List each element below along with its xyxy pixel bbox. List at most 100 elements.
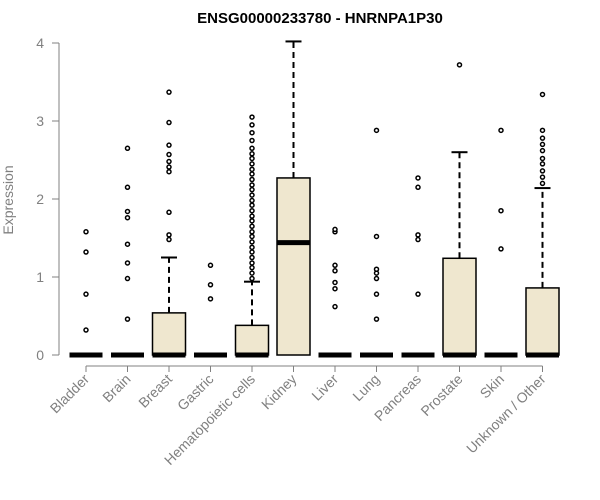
outlier-point <box>124 184 131 191</box>
outlier-point <box>415 184 421 191</box>
y-tick-label: 1 <box>36 269 44 285</box>
outlier-point <box>249 275 255 282</box>
x-tick-label: Prostate <box>417 371 465 419</box>
outlier-point <box>124 241 131 247</box>
outlier-point <box>498 207 504 214</box>
outlier-point <box>249 244 255 251</box>
outlier-point <box>373 127 380 134</box>
outlier-point <box>539 147 546 154</box>
outlier-point <box>166 119 172 126</box>
outlier-point <box>415 291 421 297</box>
boxes-group <box>69 40 560 358</box>
outlier-point <box>124 260 131 266</box>
outlier-point <box>332 279 338 286</box>
outlier-point <box>124 275 131 282</box>
outlier-point <box>539 135 546 141</box>
box-brain <box>111 145 144 358</box>
outlier-point <box>249 239 255 245</box>
outlier-point <box>207 296 214 302</box>
outlier-point <box>249 129 255 136</box>
outlier-point <box>249 151 255 157</box>
outlier-point <box>249 264 255 271</box>
outlier-point <box>249 202 255 208</box>
outlier-point <box>373 275 380 282</box>
y-tick-label: 3 <box>36 113 44 129</box>
box-lung <box>360 127 393 358</box>
y-tick-label: 4 <box>36 35 44 51</box>
outlier-point <box>249 249 255 255</box>
outlier-point <box>456 62 463 68</box>
outlier-point <box>539 141 546 148</box>
outlier-point <box>124 316 131 322</box>
outlier-point <box>415 175 421 181</box>
outlier-point <box>83 249 89 255</box>
y-axis: 0 1 2 3 4 <box>36 35 60 363</box>
outlier-point <box>332 262 338 269</box>
outlier-point <box>498 127 504 134</box>
outlier-point <box>166 168 172 175</box>
outlier-point <box>373 316 380 322</box>
outlier-point <box>249 176 255 183</box>
outlier-point <box>249 207 255 214</box>
outlier-point <box>373 291 380 297</box>
outlier-point <box>539 161 546 167</box>
outlier-point <box>249 114 255 120</box>
box-pancreas <box>401 175 435 358</box>
outlier-point <box>332 285 338 292</box>
outlier-point <box>166 236 172 243</box>
box-unknown-other <box>525 91 560 358</box>
outlier-point <box>83 291 89 297</box>
outlier-point <box>249 161 255 167</box>
outlier-point <box>249 166 255 173</box>
box-bladder <box>69 229 103 358</box>
outlier-point <box>166 151 172 158</box>
outlier-point <box>498 246 504 252</box>
x-tick-label: Lung <box>349 371 382 404</box>
outlier-point <box>207 262 214 269</box>
x-tick-label: Kidney <box>258 371 300 413</box>
outlier-point <box>166 232 172 238</box>
outlier-point <box>166 158 172 165</box>
outlier-point <box>166 209 172 216</box>
outlier-point <box>249 229 255 235</box>
outlier-point <box>373 233 380 240</box>
outlier-point <box>249 270 255 276</box>
outlier-point <box>249 260 255 266</box>
outlier-point <box>207 282 214 288</box>
outlier-point <box>539 127 546 134</box>
outlier-point <box>249 218 255 224</box>
outlier-point <box>83 229 89 235</box>
outlier-point <box>539 91 546 98</box>
outlier-point <box>539 174 546 180</box>
outlier-point <box>332 268 338 274</box>
box-breast <box>151 89 187 358</box>
outlier-point <box>249 192 255 198</box>
outlier-point <box>249 213 255 219</box>
outlier-point <box>83 327 89 333</box>
outlier-point <box>249 145 255 152</box>
box-liver <box>318 226 352 358</box>
box-gastric <box>194 262 227 358</box>
x-tick-label: Bladder <box>47 371 93 417</box>
outlier-point <box>539 155 546 162</box>
y-axis-label: Expression <box>0 165 16 234</box>
outlier-point <box>249 233 255 240</box>
outlier-point <box>249 223 255 230</box>
y-tick-label: 2 <box>36 191 44 207</box>
box-body <box>442 257 477 356</box>
box-body <box>151 312 187 356</box>
outlier-point <box>415 236 421 243</box>
outlier-point <box>166 164 172 170</box>
chart-title: ENSG00000233780 - HNRNPA1P30 <box>197 10 443 27</box>
outlier-point <box>249 186 255 193</box>
outlier-point <box>249 122 255 128</box>
outlier-point <box>249 197 255 204</box>
outlier-point <box>249 155 255 162</box>
outlier-point <box>124 208 131 215</box>
outlier-point <box>124 145 131 152</box>
x-tick-label: Liver <box>308 371 341 404</box>
outlier-point <box>249 254 255 261</box>
box-hematopoietic-cells <box>234 114 270 358</box>
